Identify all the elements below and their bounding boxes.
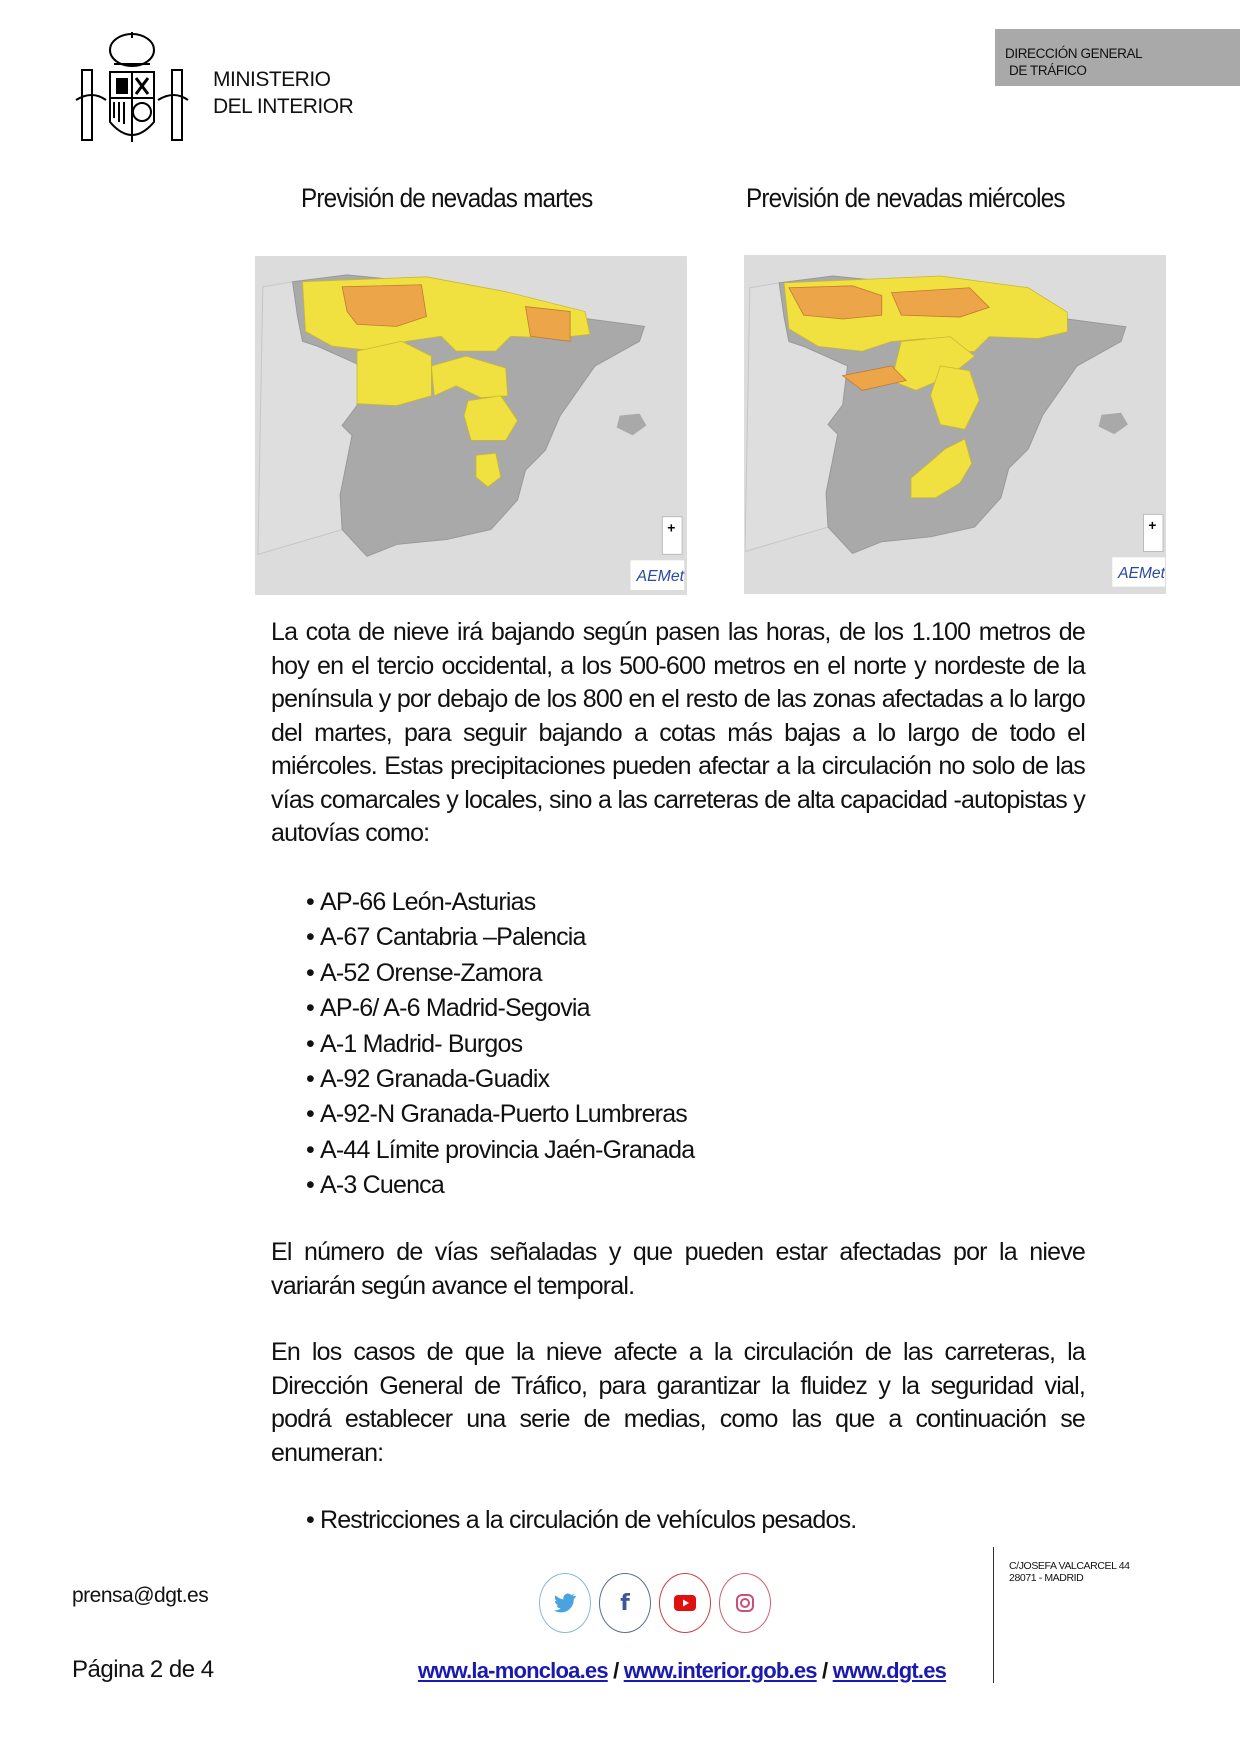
balearic-islands [1098, 412, 1128, 435]
dgt-header-box: DIRECCIÓN GENERAL DE TRÁFICO [995, 29, 1240, 86]
paragraph-snow-level: La cota de nieve irá bajando según pasen… [271, 618, 1086, 847]
road-item: A-3 Cuenca [306, 1168, 694, 1203]
yellow-warning-zone [463, 395, 519, 441]
orange-warning-zone [525, 306, 571, 342]
link-separator: / [613, 1658, 619, 1683]
map-title-tuesday: Previsión de nevadas martes [301, 183, 593, 213]
snow-forecast-map-tuesday: + AEMet [255, 256, 687, 595]
ministry-name: MINISTERIO DEL INTERIOR [213, 66, 354, 120]
zoom-in-icon: + [1148, 518, 1156, 533]
road-item: A-1 Madrid- Burgos [306, 1027, 694, 1062]
road-item: A-92 Granada-Guadix [306, 1062, 694, 1097]
link-separator: / [822, 1658, 828, 1683]
yellow-warning-zone [910, 438, 973, 499]
aemet-logo-box [630, 560, 685, 591]
orange-warning-zone [341, 284, 427, 327]
ministry-line-1: MINISTERIO [213, 68, 331, 91]
page-number: Página 2 de 4 [72, 1656, 214, 1683]
dgt-line-1: DIRECCIÓN GENERAL [1005, 46, 1143, 61]
footer-divider [993, 1547, 994, 1683]
link-la-moncloa[interactable]: www.la-moncloa.es [418, 1658, 609, 1683]
address-line-2: 28071 - MADRID [1009, 1572, 1084, 1584]
footer-links: www.la-moncloa.es / www.interior.gob.es … [418, 1658, 947, 1684]
youtube-icon[interactable] [659, 1573, 711, 1633]
yellow-warning-zone [930, 365, 980, 430]
road-item: AP-6/ A-6 Madrid-Segovia [306, 991, 694, 1026]
address-line-1: C/JOSEFA VALCARCEL 44 [1009, 1560, 1130, 1572]
address: C/JOSEFA VALCARCEL 44 28071 - MADRID [1009, 1560, 1130, 1584]
map-title-wednesday: Previsión de nevadas miércoles [746, 183, 1066, 213]
zoom-control [1143, 513, 1164, 552]
zoom-in-icon: + [667, 520, 675, 536]
yellow-warning-zone [475, 452, 502, 488]
zoom-control [661, 516, 683, 555]
measure-item: Restricciones a la circulación de vehícu… [306, 1503, 857, 1538]
orange-warning-zone [841, 365, 907, 391]
road-item: A-52 Orense-Zamora [306, 956, 694, 991]
press-email[interactable]: prensa@dgt.es [72, 1584, 209, 1607]
measures-list: Restricciones a la circulación de vehícu… [306, 1503, 857, 1538]
paragraph-affected-roads: El número de vías señaladas y que pueden… [271, 1238, 1086, 1300]
link-dgt[interactable]: www.dgt.es [832, 1658, 947, 1683]
aemet-logo-box [1112, 557, 1165, 587]
paragraph-measures: En los casos de que la nieve afecte a la… [271, 1338, 1086, 1467]
aemet-logo: AEMet [636, 568, 685, 585]
instagram-icon[interactable] [719, 1573, 771, 1633]
road-item: A-44 Límite provincia Jaén-Granada [306, 1133, 695, 1168]
link-interior[interactable]: www.interior.gob.es [623, 1658, 818, 1683]
balearic-islands [616, 413, 647, 436]
road-item: A-67 Cantabria –Palencia [306, 920, 694, 955]
facebook-icon[interactable]: f [599, 1573, 651, 1633]
snow-forecast-map-wednesday: + AEMet [744, 255, 1166, 594]
coat-of-arms-logo [74, 30, 190, 151]
dgt-line-2: DE TRÁFICO [1009, 63, 1087, 78]
social-links: f [539, 1573, 771, 1633]
twitter-icon[interactable] [539, 1573, 591, 1633]
affected-roads-list: AP-66 León-Asturias A-67 Cantabria –Pale… [306, 885, 695, 1204]
orange-warning-zone [890, 287, 990, 318]
ministry-line-2: DEL INTERIOR [213, 95, 354, 118]
orange-warning-zone [788, 285, 883, 320]
aemet-logo: AEMet [1117, 565, 1166, 582]
road-item: A-92-N Granada-Puerto Lumbreras [306, 1097, 694, 1132]
road-item: AP-66 León-Asturias [306, 885, 694, 920]
yellow-warning-zone [356, 340, 432, 407]
